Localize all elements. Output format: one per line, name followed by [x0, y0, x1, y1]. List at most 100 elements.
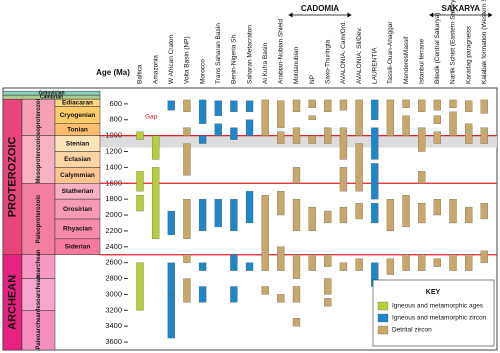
age-bar — [261, 195, 269, 271]
column-label: MenderesMassif — [403, 36, 410, 84]
age-bar — [433, 99, 442, 111]
age-bar — [371, 163, 379, 200]
age-bar — [230, 286, 238, 303]
period-label: Statherian — [62, 188, 94, 195]
age-bar — [339, 262, 348, 271]
age-bar — [480, 202, 488, 220]
age-bar — [324, 278, 332, 295]
age-bar — [355, 258, 363, 271]
era-box — [21, 183, 56, 255]
age-bar — [292, 318, 301, 327]
key-swatch — [377, 325, 389, 335]
age-bar — [339, 99, 348, 111]
column-label: Karadag paragneiss — [465, 25, 472, 84]
period-label: Stenian — [66, 140, 90, 147]
age-bar — [245, 262, 254, 271]
era-label: Neoproterozoic — [36, 95, 42, 140]
period-label: Ordovician — [38, 90, 64, 96]
age-bar — [464, 123, 473, 144]
key-label: Detrital zircon — [392, 327, 432, 334]
age-bar — [198, 135, 207, 144]
age-bar — [136, 195, 144, 212]
age-bar — [418, 171, 426, 184]
age-bar — [151, 167, 160, 239]
column-label: W African Craton — [168, 34, 175, 84]
age-bar — [277, 246, 285, 271]
age-bar — [339, 167, 348, 192]
age-bar — [418, 127, 426, 152]
age-bar — [355, 143, 363, 192]
age-bar — [449, 254, 457, 271]
column-label: Saxo-Thuringia — [325, 40, 332, 84]
key-title: KEY — [426, 289, 441, 296]
group-label: CADOMIA — [301, 4, 339, 13]
age-bar — [433, 199, 442, 216]
y-tick-label: 600 — [109, 99, 122, 108]
age-bar — [183, 99, 191, 112]
key-label: Igneous and metamorphic zircon — [392, 315, 487, 322]
age-bar — [464, 206, 473, 224]
era-label: Mesoarchean — [36, 275, 42, 314]
age-bar — [183, 143, 191, 176]
age-bar — [167, 210, 175, 236]
age-bar — [198, 199, 207, 232]
age-bar — [214, 199, 222, 228]
age-bar — [198, 262, 207, 271]
column-label: Istanbul terrane — [418, 38, 425, 84]
age-bar — [183, 278, 191, 303]
era-box — [21, 310, 56, 351]
column-label: NP — [309, 75, 316, 84]
column-label: Baltica — [137, 64, 144, 84]
era-box — [21, 135, 56, 184]
age-bar — [386, 99, 395, 136]
age-bar — [277, 294, 285, 303]
age-bar — [449, 199, 457, 224]
key-box — [372, 279, 495, 347]
age-bar — [386, 199, 395, 232]
age-bar — [245, 119, 254, 136]
y-tick-label: 2800 — [105, 274, 122, 283]
period-label: Ediacaran — [62, 100, 93, 107]
age-bar — [214, 100, 222, 116]
column-label: AVALONIA: Sil/Dev. — [356, 27, 363, 84]
y-tick-label: 2200 — [105, 226, 122, 235]
age-bar — [433, 115, 442, 124]
y-tick-label: 3600 — [105, 337, 122, 346]
eon-label: PROTEROZOIC — [6, 137, 18, 218]
age-bar — [324, 210, 332, 224]
age-bar — [214, 123, 222, 136]
era-box — [21, 278, 56, 311]
age-bar — [418, 254, 426, 271]
age-bar — [183, 127, 191, 136]
y-tick-label: 3400 — [105, 321, 122, 330]
y-tick-label: 1200 — [105, 146, 122, 155]
y-tick-label: 3000 — [105, 289, 122, 298]
era-label: Neoarchean — [36, 249, 42, 284]
age-bar — [464, 100, 473, 112]
column-label: Kalabak formation (Western Sakarya) — [481, 0, 488, 84]
age-bar — [480, 127, 488, 144]
age-bar — [136, 171, 144, 192]
key-swatch — [377, 301, 389, 311]
eon-label: ARCHEAN — [6, 275, 18, 330]
y-tick-label: 800 — [109, 115, 122, 124]
age-bar — [324, 254, 332, 267]
age-bar — [198, 286, 207, 303]
column-label: Tassili-Ouan-Ahaggar — [387, 21, 394, 84]
period-label: Orosirian — [63, 206, 92, 213]
column-label: Al Kufra Basin — [262, 42, 269, 84]
annotation: Gap — [145, 113, 158, 120]
era-label: Mesoproterozoic — [36, 135, 42, 184]
column-label: LAURENTIA — [371, 47, 378, 84]
age-bar — [371, 127, 379, 160]
age-bar — [418, 202, 426, 224]
period-label: Tonian — [67, 126, 88, 133]
age-bar — [183, 199, 191, 239]
age-bar — [167, 294, 175, 339]
age-bar — [292, 127, 301, 144]
age-bar — [355, 202, 363, 220]
age-bar — [292, 99, 301, 112]
age-bar — [245, 100, 254, 112]
column-label: Moldanubian — [293, 46, 300, 84]
age-bar — [402, 254, 410, 271]
